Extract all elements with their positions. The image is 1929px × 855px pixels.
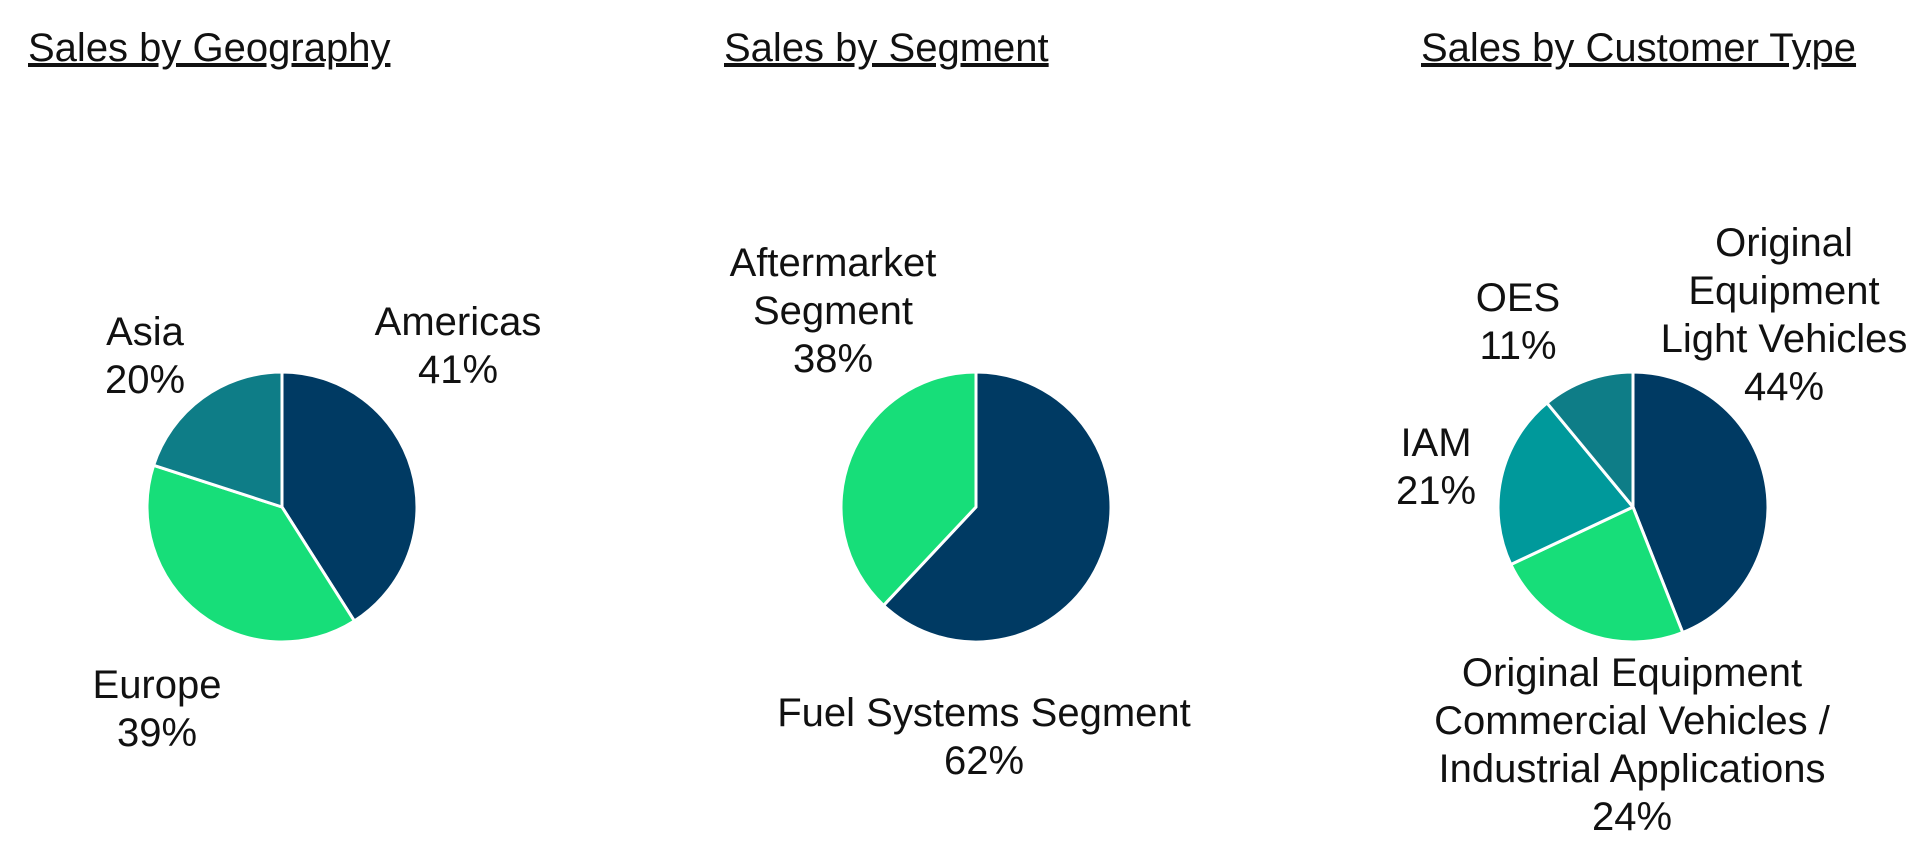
slice-label: Original Equipment Commercial Vehicles /… <box>1422 649 1842 841</box>
slice-label: IAM 21% <box>1396 419 1476 515</box>
pie-slice <box>1509 505 1685 644</box>
value-label: 38% <box>792 337 874 381</box>
slice-label: Europe 39% <box>93 661 222 757</box>
value-label: 11% <box>1479 324 1557 368</box>
category-name: Fuel Systems Segment <box>777 691 1191 735</box>
value-label: 20% <box>104 358 186 402</box>
category-name: OES <box>1475 276 1561 320</box>
value-label: 44% <box>1743 365 1825 409</box>
chart-title: Sales by Geography <box>28 26 391 70</box>
category-name: Aftermarket Segment <box>729 241 937 333</box>
pie-slice <box>882 370 1113 644</box>
pie-slice <box>1631 370 1770 635</box>
category-name: Europe <box>92 663 222 707</box>
slice-label: Americas 41% <box>375 298 542 394</box>
category-name: IAM <box>1400 421 1472 465</box>
value-label: 62% <box>943 739 1025 783</box>
value-label: 39% <box>116 711 198 755</box>
category-name: Americas <box>374 300 542 344</box>
pie-slice <box>152 370 284 509</box>
value-label: 21% <box>1395 469 1477 513</box>
slice-label: Fuel Systems Segment 62% <box>777 689 1191 785</box>
pie-slice <box>145 463 356 644</box>
chart-title: Sales by Customer Type <box>1421 26 1857 70</box>
slice-label: Original Equipment Light Vehicles 44% <box>1649 219 1919 411</box>
slice-label: OES 11% <box>1476 274 1560 370</box>
pie-slice <box>839 370 978 607</box>
category-name: Asia <box>106 310 184 354</box>
chart-title: Sales by Segment <box>724 26 1049 70</box>
pie-slice <box>1496 401 1635 566</box>
value-label: 41% <box>417 348 499 392</box>
category-name: Original Equipment Light Vehicles <box>1660 221 1908 361</box>
slice-label: Aftermarket Segment 38% <box>703 239 963 383</box>
pie-slice <box>1545 370 1635 509</box>
slice-label: Asia 20% <box>105 308 185 404</box>
category-name: Original Equipment Commercial Vehicles /… <box>1434 651 1830 791</box>
value-label: 24% <box>1591 795 1673 839</box>
